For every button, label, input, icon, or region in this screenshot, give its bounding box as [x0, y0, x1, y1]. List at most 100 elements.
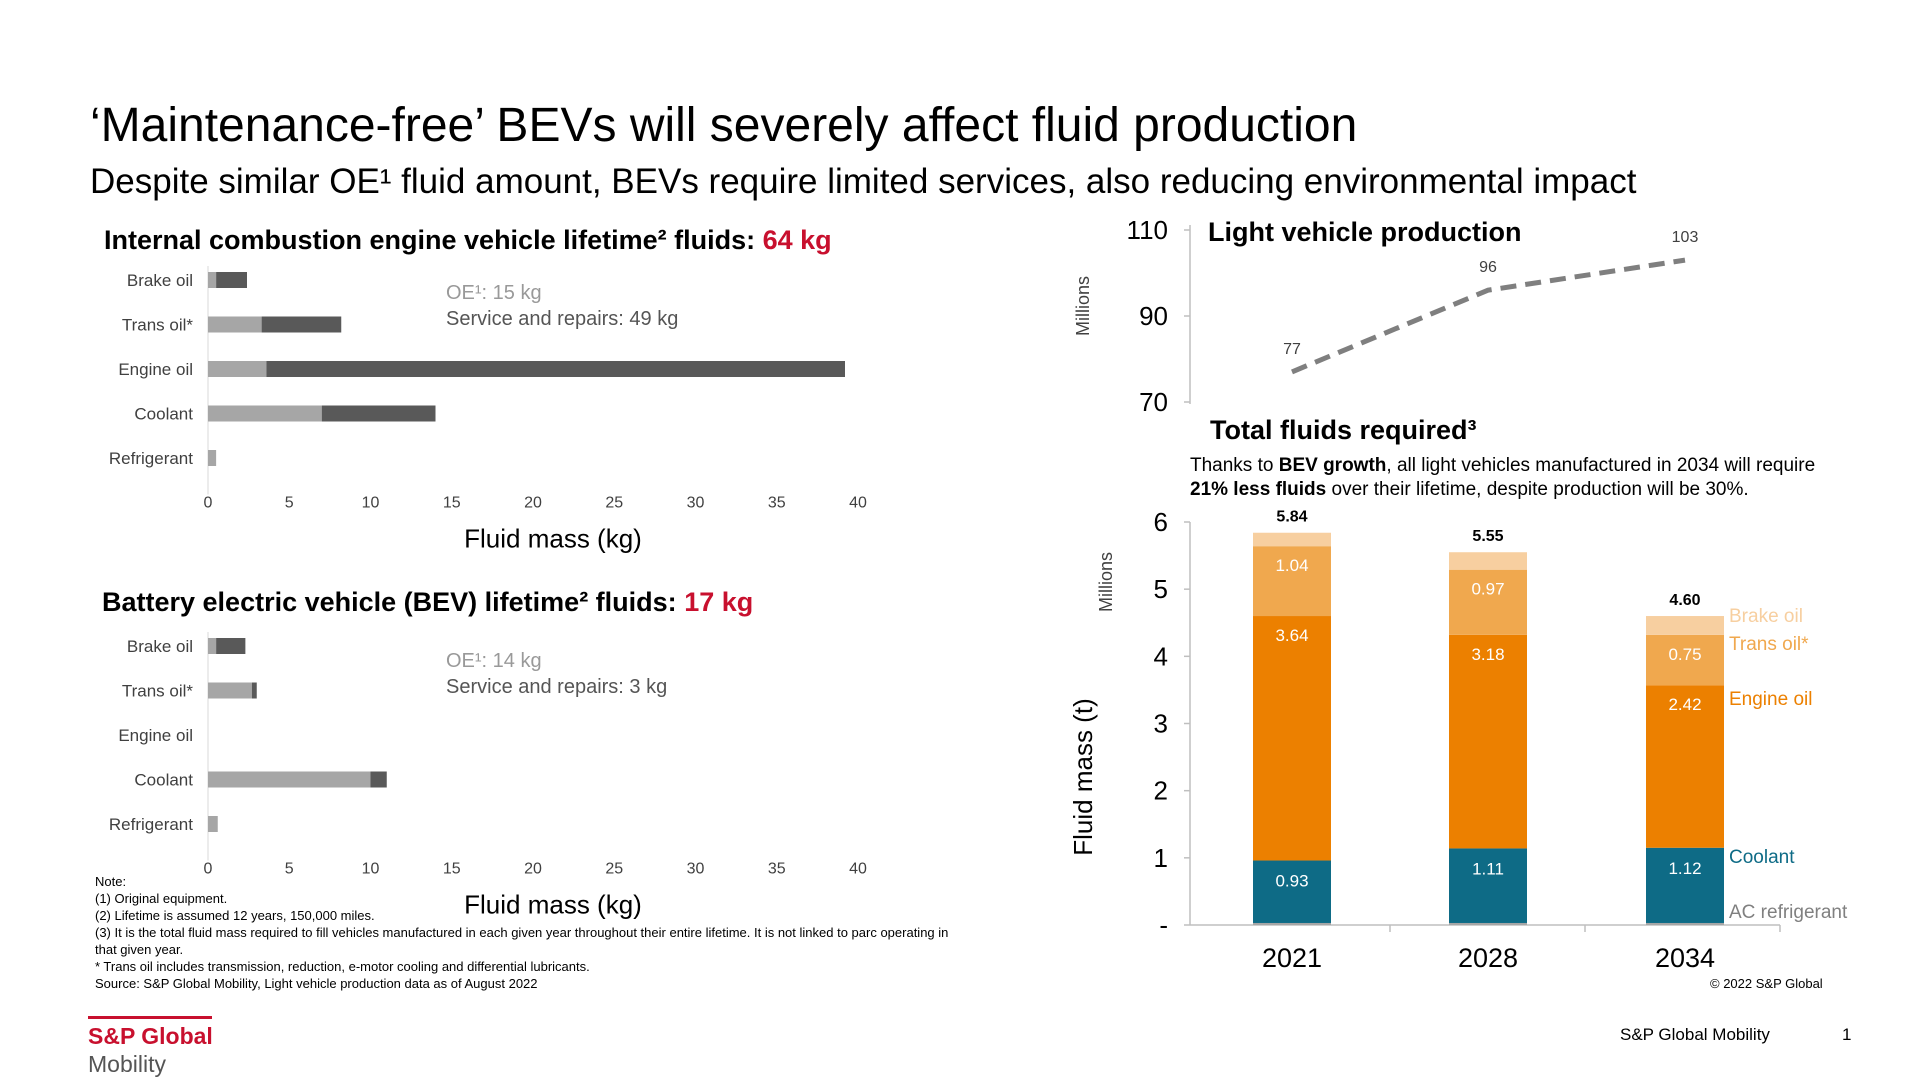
bev-legend-oe: OE¹: 14 kg [446, 650, 542, 672]
data-label: 77 [1283, 341, 1301, 358]
bar-segment [208, 272, 217, 288]
x-tick-label: 5 [285, 495, 294, 512]
total-label: 5.84 [1276, 509, 1307, 526]
production-chart-title: Light vehicle production [1208, 217, 1522, 247]
x-tick-label: 10 [362, 495, 380, 512]
bar-segment [208, 316, 262, 333]
footer-label: S&P Global Mobility [1620, 1025, 1770, 1044]
legend-label: Brake oil [1729, 606, 1803, 627]
segment-value-label: 0.93 [1275, 872, 1308, 891]
bev-title-prefix: Battery electric vehicle (BEV) lifetime²… [102, 587, 685, 617]
x-tick-label: 30 [687, 495, 705, 512]
y-tick-label: - [1159, 910, 1168, 940]
data-label: 103 [1672, 229, 1699, 246]
legend-label: AC refrigerant [1729, 902, 1848, 923]
bar-segment [1449, 569, 1527, 635]
bar-segment [1253, 546, 1331, 617]
x-tick-label: 0 [204, 861, 213, 878]
bev-title-value: 17 kg [684, 587, 754, 617]
bar-segment [1253, 532, 1331, 547]
segment-value-label: 2.42 [1668, 695, 1701, 714]
data-label: 96 [1479, 259, 1497, 276]
x-axis-label: Fluid mass (kg) [464, 890, 642, 920]
total-fluids-description: Thanks to BEV growth, all light vehicles… [1190, 454, 1815, 502]
x-tick-label: 35 [768, 495, 786, 512]
total-fluids-title: Total fluids required³ [1210, 415, 1477, 445]
y-tick-label: 5 [1154, 574, 1168, 604]
y-tick-label: 6 [1154, 507, 1168, 537]
production-series-line [1291, 257, 1686, 375]
x-tick-label: 35 [768, 861, 786, 878]
bar-segment [251, 682, 257, 699]
segment-value-label: 1.04 [1275, 556, 1308, 575]
bar-segment [261, 316, 342, 333]
note-line: * Trans oil includes transmission, reduc… [95, 959, 590, 974]
note-line: Source: S&P Global Mobility, Light vehic… [95, 976, 538, 991]
note-line: that given year. [95, 942, 184, 957]
total-fluids-bar-chart: - 1 2 3 4 5 6 Millions Fluid mass (t) 0.93 3.64 1.0… [1068, 507, 1848, 973]
x-tick-label: 40 [849, 495, 867, 512]
y-axis-label: Millions [1073, 276, 1093, 336]
x-tick-label: 25 [605, 495, 623, 512]
category-label: Refrigerant [109, 815, 193, 834]
x-tick-label: 20 [524, 495, 542, 512]
category-label: Engine oil [118, 360, 193, 379]
segment-value-label: 3.18 [1471, 645, 1504, 664]
category-label: Engine oil [118, 726, 193, 745]
x-tick-label: 40 [849, 861, 867, 878]
brand-name: S&P Global [88, 1023, 213, 1049]
x-tick-label: 0 [204, 495, 213, 512]
desc-part: , all light vehicles manufactured in 203… [1386, 455, 1816, 476]
x-tick-label: 2034 [1655, 943, 1715, 973]
y-axis-label: Fluid mass (t) [1068, 698, 1098, 855]
note-line: (1) Original equipment. [95, 891, 228, 906]
legend-label: Trans oil* [1729, 634, 1809, 655]
category-label: Refrigerant [109, 449, 193, 468]
y-tick-label: 110 [1127, 215, 1168, 245]
bar-segment [216, 272, 247, 288]
x-axis-label: Fluid mass (kg) [464, 524, 642, 554]
total-label: 4.60 [1669, 592, 1700, 609]
note-line: (3) It is the total fluid mass required … [95, 925, 949, 940]
y-unit-label: Millions [1096, 552, 1116, 612]
bar-segment [208, 682, 252, 699]
bar-segment [208, 405, 322, 422]
bar-segment [266, 361, 845, 377]
bev-legend-service: Service and repairs: 3 kg [446, 676, 668, 698]
bev-section-title: Battery electric vehicle (BEV) lifetime²… [102, 587, 753, 618]
page-number: 1 [1842, 1025, 1852, 1044]
legend-label: Engine oil [1729, 689, 1812, 710]
note-line: Note: [95, 874, 127, 889]
bev-bar-chart: Brake oil Trans oil* Engine oil Coolant Refr… [109, 632, 867, 920]
footnotes: Note: (1) Original equipment. (2) Lifeti… [95, 873, 1045, 992]
ice-title-value: 64 kg [762, 225, 832, 255]
bar-segment [1449, 552, 1527, 570]
x-tick-label: 5 [285, 861, 294, 878]
y-tick-label: 4 [1154, 641, 1168, 671]
copyright: © 2022 S&P Global [1710, 976, 1823, 991]
bar-segment [1646, 616, 1724, 635]
x-tick-label: 15 [443, 861, 461, 878]
ice-legend-oe: OE¹: 15 kg [446, 282, 542, 304]
brand-logo: S&P Global Mobility [88, 1016, 213, 1079]
x-tick-label: 15 [443, 495, 461, 512]
category-label: Coolant [134, 771, 193, 790]
total-label: 5.55 [1472, 528, 1503, 545]
bar-segment [1253, 922, 1331, 925]
x-tick-label: 2028 [1458, 943, 1518, 973]
x-tick-label: 30 [687, 861, 705, 878]
x-tick-label: 2021 [1262, 943, 1322, 973]
category-label: Brake oil [127, 271, 193, 290]
bar-segment [370, 771, 387, 788]
bar-segment [216, 638, 246, 654]
ice-section-title: Internal combustion engine vehicle lifet… [104, 225, 832, 256]
segment-value-label: 0.75 [1668, 645, 1701, 664]
ice-title-prefix: Internal combustion engine vehicle lifet… [104, 225, 763, 255]
desc-part: over their lifetime, despite production … [1326, 479, 1749, 500]
production-line-chart: 70 90 110 Millions Light vehicle production 7… [1073, 215, 1699, 417]
bar-segment [208, 771, 371, 788]
bar-segment [208, 361, 267, 377]
segment-value-label: 1.12 [1668, 859, 1701, 878]
brand-bar [88, 1016, 212, 1019]
desc-bold: 21% less fluids [1190, 479, 1327, 500]
